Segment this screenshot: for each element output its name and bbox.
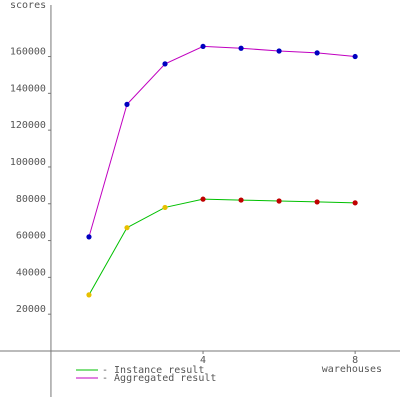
y-tick-label: 100000 [10,157,46,168]
x-tick-label: 4 [200,355,206,366]
y-tick-label: 80000 [16,194,46,205]
data-point [162,204,168,211]
y-tick-label: 60000 [16,231,46,242]
y-tick-label: 20000 [16,304,46,315]
data-point [352,200,358,206]
data-point [124,225,130,231]
series-line [88,198,356,296]
data-point [86,292,92,298]
x-tick-label: 8 [352,355,358,366]
data-point [276,48,282,54]
data-point [162,61,168,67]
x-axis-label: warehouses [322,364,382,375]
data-point [238,45,244,51]
data-point [86,234,92,240]
series-line [88,45,356,238]
data-point [276,198,282,204]
data-point [200,196,206,202]
y-tick-label: 160000 [10,47,46,58]
y-axis-label: scores [10,0,46,11]
data-point [314,50,320,56]
legend-label: - Aggregated result [102,373,216,384]
data-point [200,43,206,50]
y-tick-label: 120000 [10,120,46,131]
y-tick-label: 40000 [16,267,46,278]
data-point [352,53,358,60]
legend-label: - Instance result [102,365,204,376]
data-point [238,197,244,203]
y-tick-label: 140000 [10,83,46,94]
data-point [314,199,320,205]
data-point [124,101,130,107]
